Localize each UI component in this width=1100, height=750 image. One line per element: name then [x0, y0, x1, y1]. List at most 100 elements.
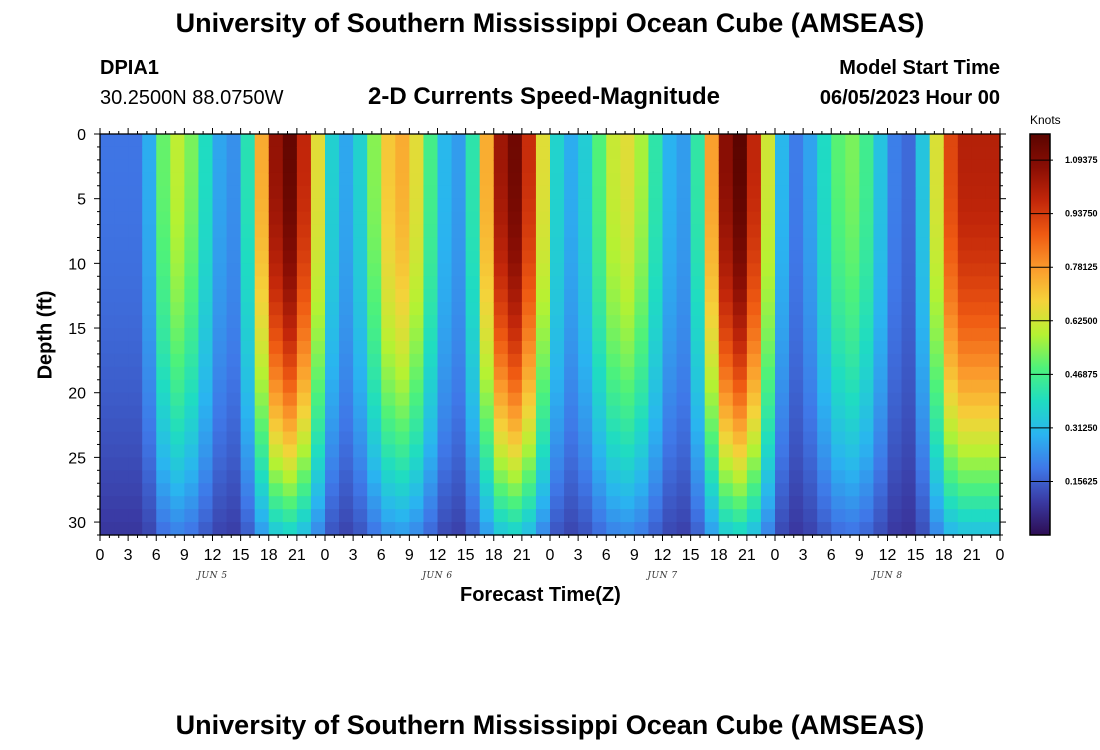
heatmap-cell — [873, 250, 889, 264]
heatmap-cell — [634, 328, 650, 342]
heatmap-cell — [282, 509, 298, 523]
heatmap-cell — [803, 289, 818, 303]
heatmap-cell — [170, 509, 185, 523]
heatmap-cell — [704, 522, 720, 536]
heatmap-cell — [971, 483, 987, 497]
heatmap-cell — [339, 237, 354, 252]
heatmap-cell — [268, 418, 284, 433]
heatmap-cell — [803, 418, 818, 433]
heatmap-cell — [690, 185, 706, 200]
heatmap-cell — [957, 146, 973, 161]
heatmap-cell — [142, 224, 157, 239]
heatmap-cell — [957, 237, 973, 252]
heatmap-cell — [493, 353, 509, 368]
heatmap-cell — [789, 340, 804, 355]
heatmap-cell — [423, 457, 439, 471]
heatmap-cell — [775, 457, 790, 471]
heatmap-cell — [381, 509, 396, 523]
heatmap-cell — [789, 353, 804, 368]
heatmap-cell — [550, 509, 565, 523]
heatmap-cell — [409, 418, 425, 433]
heatmap-cell — [746, 379, 762, 394]
heatmap-cell — [985, 431, 1001, 446]
heatmap-cell — [353, 431, 368, 446]
x-tick-label: 12 — [879, 547, 897, 564]
heatmap-cell — [310, 366, 326, 381]
heatmap-cell — [142, 522, 157, 536]
heatmap-cell — [114, 289, 129, 303]
heatmap-cell — [915, 302, 931, 316]
heatmap-cell — [339, 211, 354, 226]
heatmap-cell — [648, 185, 664, 200]
heatmap-cell — [803, 185, 818, 200]
heatmap-cell — [226, 496, 242, 510]
heatmap-cell — [409, 315, 425, 329]
heatmap-cell — [985, 457, 1001, 471]
heatmap-cell — [775, 379, 790, 394]
heatmap-cell — [676, 366, 692, 381]
heatmap-cell — [592, 134, 607, 148]
heatmap-cell — [592, 353, 607, 368]
heatmap-cell — [409, 353, 425, 368]
heatmap-cell — [704, 483, 720, 497]
heatmap-cell — [592, 276, 607, 290]
heatmap-cell — [760, 522, 776, 536]
heatmap-cell — [690, 522, 706, 536]
heatmap-cell — [662, 444, 678, 458]
heatmap-cell — [339, 353, 354, 368]
heatmap-cell — [535, 483, 551, 497]
heatmap-cell — [859, 237, 875, 252]
heatmap-cell — [437, 328, 453, 342]
heatmap-cell — [507, 134, 523, 148]
heatmap-cell — [437, 237, 453, 252]
heatmap-cell — [648, 224, 664, 239]
heatmap-cell — [240, 483, 256, 497]
heatmap-cell — [353, 315, 368, 329]
heatmap-cell — [198, 444, 214, 458]
heatmap-cell — [845, 340, 860, 355]
heatmap-cell — [690, 457, 706, 471]
heatmap-cell — [156, 172, 171, 187]
heatmap-cell — [957, 522, 973, 536]
heatmap-cell — [521, 237, 537, 252]
heatmap-cell — [240, 263, 256, 277]
heatmap-cell — [353, 405, 368, 420]
heatmap-cell — [789, 237, 804, 252]
heatmap-cell — [845, 237, 860, 252]
heatmap-cell — [184, 340, 200, 355]
heatmap-cell — [310, 211, 326, 226]
heatmap-cell — [817, 224, 832, 239]
heatmap-cell — [718, 302, 734, 316]
heatmap-cell — [803, 315, 818, 329]
heatmap-cell — [268, 302, 284, 316]
heatmap-cell — [310, 159, 326, 174]
heatmap-cell — [198, 353, 214, 368]
heatmap-cell — [381, 522, 396, 536]
heatmap-cell — [451, 392, 467, 407]
heatmap-cell — [943, 444, 959, 458]
heatmap-cell — [620, 509, 635, 523]
heatmap-cell — [128, 159, 143, 174]
heatmap-cell — [310, 353, 326, 368]
heatmap-cell — [184, 250, 200, 264]
heatmap-cell — [240, 405, 256, 420]
heatmap-cell — [198, 340, 214, 355]
heatmap-cell — [212, 172, 228, 187]
heatmap-cell — [817, 353, 832, 368]
heatmap-cell — [409, 159, 425, 174]
heatmap-cell — [212, 522, 228, 536]
y-tick-label: 15 — [68, 321, 86, 338]
heatmap-cell — [423, 134, 439, 148]
heatmap-cell — [550, 366, 565, 381]
heatmap-cell — [493, 340, 509, 355]
heatmap-cell — [564, 366, 579, 381]
heatmap-cell — [704, 366, 720, 381]
heatmap-cell — [142, 146, 157, 161]
heatmap-cell — [184, 224, 200, 239]
heatmap-cell — [606, 444, 621, 458]
heatmap-cell — [550, 405, 565, 420]
heatmap-cell — [254, 431, 270, 446]
heatmap-cell — [437, 198, 453, 213]
heatmap-cell — [381, 392, 396, 407]
heatmap-cell — [592, 289, 607, 303]
